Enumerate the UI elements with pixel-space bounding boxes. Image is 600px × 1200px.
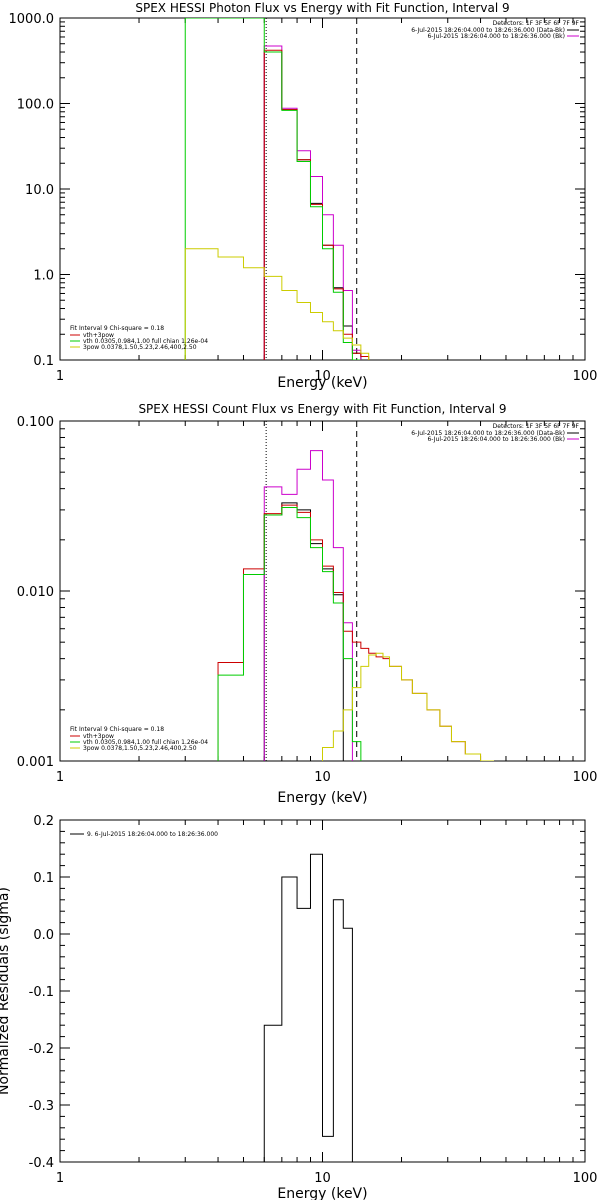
- chart-title: SPEX HESSI Count Flux vs Energy with Fit…: [138, 402, 506, 416]
- series-residuals: [263, 853, 353, 1162]
- x-tick-label: 100: [573, 369, 598, 384]
- x-axis-label: Energy (keV): [277, 1186, 367, 1200]
- series-3pow: [184, 248, 370, 360]
- chart-title: SPEX HESSI Photon Flux vs Energy with Fi…: [135, 1, 509, 15]
- y-tick-label: 100.0: [17, 98, 54, 113]
- series-vth-3pow: [263, 49, 370, 360]
- legend-detectors: Detectors: 1F 3F 5F 6F 7F 9F: [493, 423, 580, 430]
- y-tick-label: 0.0: [33, 928, 54, 943]
- series-vth: [217, 506, 362, 761]
- series-data-bk: [263, 502, 344, 761]
- y-axis-label: Normalized Residuals (sigma): [0, 887, 12, 1095]
- y-tick-label: -0.4: [29, 1156, 54, 1171]
- legend-fit-entry: 3pow 0.0378,1.50,5.23,2.46,400,2.50: [83, 344, 197, 351]
- y-tick-label: 10.0: [25, 183, 54, 198]
- y-tick-label: 1000.0: [9, 12, 55, 27]
- y-tick-label: -0.1: [29, 985, 54, 1000]
- legend-fit-entry: vth 0.0305,0.984,1.00 full chian 1.26e-0…: [83, 338, 208, 345]
- x-axis-label: Energy (keV): [277, 375, 367, 391]
- series-bk: [263, 450, 353, 761]
- panel-3: 1 10 100 Energy (keV) -0.4 -0.3 -0.2 -0.1 0.0 0.1…: [0, 814, 597, 1200]
- x-tick-label: 1: [56, 369, 64, 384]
- y-tick-label: 1.0: [33, 269, 54, 284]
- legend-top-entry: 6-Jul-2015 18:26:04.000 to 18:26:36.000 …: [427, 436, 565, 443]
- x-tick-label: 1: [56, 770, 64, 785]
- x-tick-label: 100: [573, 770, 598, 785]
- legend-top-entry: 6-Jul-2015 18:26:04.000 to 18:26:36.000 …: [411, 27, 565, 34]
- y-tick-label: 0.001: [17, 755, 54, 770]
- legend-detectors: Detectors: 1F 3F 5F 6F 7F 9F: [493, 20, 580, 27]
- series-3pow: [322, 652, 494, 761]
- panel-2: SPEX HESSI Count Flux vs Energy with Fit…: [17, 402, 598, 806]
- legend-top-entry: 6-Jul-2015 18:26:04.000 to 18:26:36.000 …: [411, 430, 565, 437]
- series-vth: [184, 18, 361, 360]
- y-tick-label: -0.2: [29, 1042, 54, 1057]
- y-tick-label: 0.2: [33, 814, 54, 829]
- y-tick-label: 0.1: [33, 354, 54, 369]
- y-tick-label: 0.100: [17, 415, 54, 430]
- legend-fit-entry: 3pow 0.0378,1.50,5.23,2.46,400,2.50: [83, 745, 197, 752]
- legend-entry: 9. 6-Jul-2015 18:26:04.000 to 18:26:36.0…: [87, 831, 218, 838]
- legend-fit-entry: vth 0.0305,0.984,1.00 full chian 1.26e-0…: [83, 739, 208, 746]
- x-tick-label: 1: [56, 1171, 64, 1186]
- plot-area: [184, 18, 370, 360]
- y-tick-label: -0.3: [29, 1099, 54, 1114]
- x-tick-label: 10: [314, 369, 331, 384]
- legend-fit-entry: vth+3pow: [83, 733, 114, 740]
- x-axis-label: Energy (keV): [277, 790, 367, 806]
- plot-area: [217, 450, 494, 761]
- legend-fit-header: Fit Interval 9 Chi-square = 0.18: [70, 726, 164, 733]
- panel-1: SPEX HESSI Photon Flux vs Energy with Fi…: [9, 1, 598, 391]
- y-tick-label: 0.010: [17, 585, 54, 600]
- plot-area: [263, 853, 353, 1162]
- x-tick-label: 100: [573, 1171, 598, 1186]
- x-tick-label: 10: [314, 770, 331, 785]
- y-tick-label: 0.1: [33, 871, 54, 886]
- x-tick-label: 10: [314, 1171, 331, 1186]
- legend-fit-header: Fit Interval 9 Chi-square = 0.18: [70, 325, 164, 332]
- series-data-bk: [263, 51, 362, 360]
- series-vth-3pow: [217, 504, 494, 761]
- legend-top-entry: 6-Jul-2015 18:26:04.000 to 18:26:36.000 …: [427, 33, 565, 40]
- legend-fit-entry: vth+3pow: [83, 332, 114, 339]
